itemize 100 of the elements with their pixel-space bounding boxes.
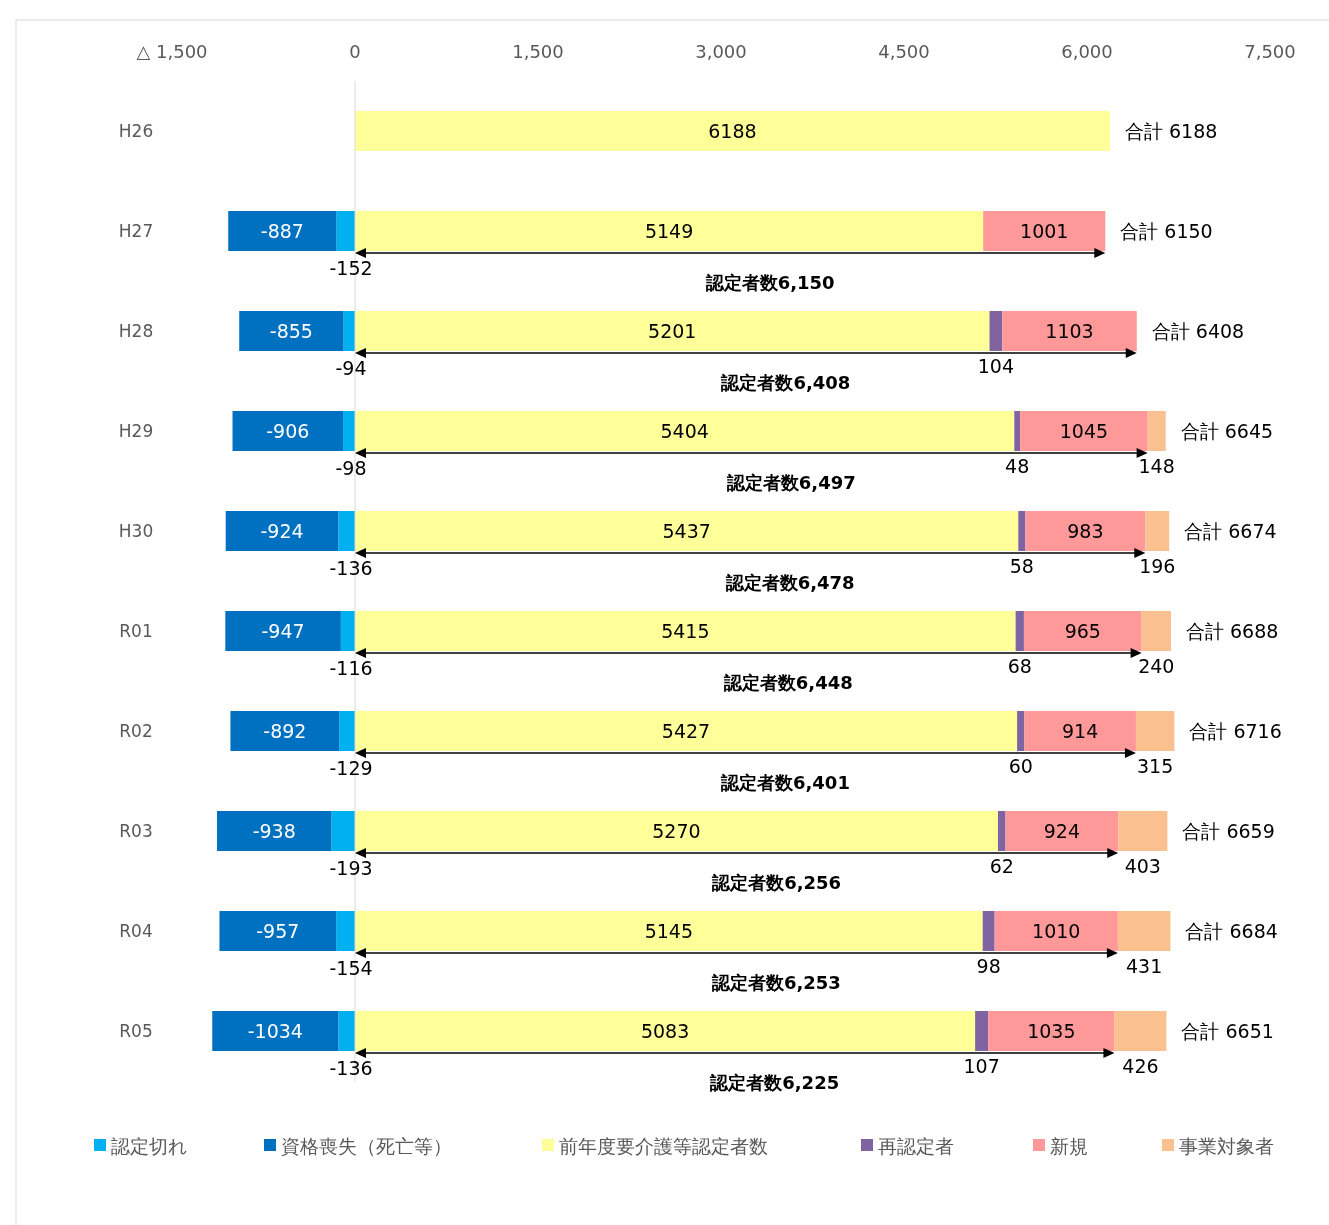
bar [1024, 711, 1136, 751]
bar [355, 1011, 976, 1051]
annotation: 認定者数6,478 [724, 572, 855, 593]
data-label: 1035 [1027, 1020, 1076, 1042]
y-tick-label: H27 [118, 221, 154, 241]
bar [219, 911, 337, 951]
x-tick-label: 3,000 [695, 41, 747, 62]
annotation: 認定者数6,401 [719, 772, 850, 793]
bar [355, 411, 1015, 451]
bar [355, 311, 990, 351]
bar [355, 611, 1016, 651]
annotation: 認定者数6,448 [722, 672, 853, 693]
data-label: 98 [976, 955, 1001, 977]
data-label: 60 [1008, 755, 1033, 777]
bar [1014, 411, 1021, 451]
data-label: 5404 [660, 420, 709, 442]
bar [336, 211, 355, 251]
bar [339, 711, 355, 751]
x-tick-label: 7,500 [1244, 41, 1296, 62]
bar [331, 811, 355, 851]
data-label: -152 [329, 257, 373, 279]
data-label: -892 [263, 720, 307, 742]
total-label: 合計 6674 [1184, 520, 1277, 542]
bar [1135, 711, 1175, 751]
data-label: 107 [963, 1055, 1000, 1077]
data-label: 403 [1124, 855, 1161, 877]
total-label: 合計 6651 [1181, 1020, 1274, 1042]
bar [982, 911, 995, 951]
data-label: -906 [266, 420, 310, 442]
data-label: -136 [329, 557, 373, 579]
data-label: 1103 [1045, 320, 1094, 342]
data-label: -957 [256, 920, 300, 942]
y-tick-label: R05 [119, 1021, 153, 1041]
data-label: -98 [335, 457, 367, 479]
total-label: 合計 6645 [1180, 420, 1274, 442]
y-tick-label: H30 [118, 521, 154, 541]
data-label: 48 [1005, 455, 1030, 477]
annotation: 認定者数6,408 [720, 372, 851, 393]
data-label: -154 [329, 957, 373, 979]
data-label: 5149 [644, 220, 694, 242]
total-label: 合計 6188 [1124, 120, 1218, 142]
bar [225, 511, 339, 551]
bar [994, 911, 1118, 951]
y-tick-label: H26 [118, 121, 154, 141]
bar [989, 311, 1003, 351]
bar [217, 811, 332, 851]
data-label: 924 [1043, 820, 1080, 842]
data-label: -947 [261, 620, 305, 642]
data-label: 5415 [661, 620, 710, 642]
bar [355, 211, 984, 251]
data-label: 1010 [1032, 920, 1081, 942]
data-label: -136 [329, 1057, 373, 1079]
data-label: 983 [1067, 520, 1104, 542]
bar [230, 711, 340, 751]
total-label: 合計 6408 [1151, 320, 1245, 342]
annotation: 認定者数6,225 [709, 1072, 840, 1093]
annotation: 認定者数6,497 [725, 472, 856, 493]
data-label: 240 [1138, 655, 1175, 677]
bar [1002, 311, 1137, 351]
x-tick-label: △ 1,500 [136, 41, 208, 62]
bar [338, 511, 355, 551]
data-label: 6188 [708, 120, 757, 142]
data-label: 68 [1007, 655, 1032, 677]
data-label: 58 [1009, 555, 1034, 577]
data-label: 104 [977, 355, 1014, 377]
legend-label: 事業対象者 [1179, 1135, 1274, 1157]
x-tick-label: 6,000 [1061, 41, 1113, 62]
data-label: 196 [1139, 555, 1176, 577]
annotation: 認定者数6,253 [710, 972, 841, 993]
data-label: 315 [1137, 755, 1174, 777]
bar [1015, 611, 1024, 651]
bar [975, 1011, 989, 1051]
bar [997, 811, 1006, 851]
bar [355, 511, 1019, 551]
legend-label: 前年度要介護等認定者数 [559, 1135, 768, 1157]
x-tick-label: 4,500 [878, 41, 930, 62]
bar [1025, 511, 1146, 551]
bar [336, 911, 355, 951]
legend-label: 再認定者 [878, 1135, 954, 1157]
total-label: 合計 6688 [1185, 620, 1279, 642]
total-label: 合計 6684 [1185, 920, 1278, 942]
data-label: -924 [260, 520, 304, 542]
bar [1023, 611, 1142, 651]
bar [1117, 911, 1171, 951]
bar [1141, 611, 1171, 651]
x-tick-label: 1,500 [512, 41, 564, 62]
data-label: 965 [1064, 620, 1101, 642]
data-label: 1001 [1020, 220, 1069, 242]
data-label: -129 [329, 757, 373, 779]
bar [988, 1011, 1115, 1051]
bar [239, 311, 344, 351]
data-label: 5201 [648, 320, 697, 342]
annotation: 認定者数6,256 [711, 872, 842, 893]
data-label: -887 [260, 220, 304, 242]
legend-label: 新規 [1050, 1135, 1088, 1157]
data-label: 5145 [644, 920, 694, 942]
data-label: 426 [1122, 1055, 1159, 1077]
total-label: 合計 6150 [1120, 220, 1213, 242]
data-label: -1034 [247, 1020, 303, 1042]
bar [343, 411, 355, 451]
